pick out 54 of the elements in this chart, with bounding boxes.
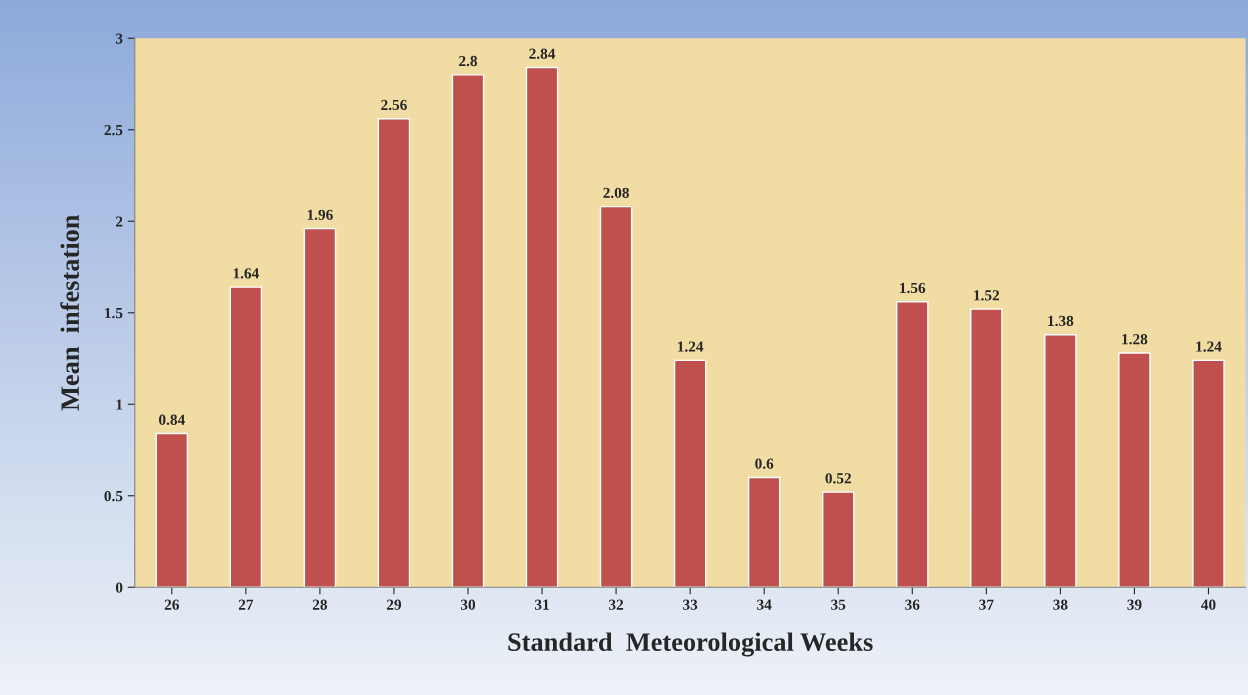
bar [1192,359,1225,588]
bar [821,491,855,588]
data-label: 2.08 [603,187,629,199]
x-tick-label: 31 [534,599,549,610]
bar [896,301,929,588]
x-tick-label: 29 [386,599,402,610]
x-tick-label: 39 [1127,599,1142,610]
x-tick-label: 40 [1201,599,1216,610]
bar [377,118,411,588]
data-label: 2.56 [381,99,407,111]
y-tick-label: 0.5 [104,490,123,502]
bar [599,205,633,588]
data-label: 1.52 [974,290,1000,301]
data-label: 1.28 [1122,334,1148,345]
bar [673,359,707,588]
x-tick-label: 26 [164,599,179,610]
data-label: 0.84 [159,414,185,425]
x-tick-label: 35 [831,599,846,610]
y-tick-label: 0 [115,582,123,593]
bar [747,476,781,588]
data-label: 1.24 [678,341,704,352]
data-label: 1.38 [1048,315,1074,327]
x-tick-label: 27 [238,599,254,610]
data-label: 1.96 [307,209,333,220]
y-tick-label: 2 [115,216,123,227]
bar [155,432,189,588]
data-label: 1.24 [1196,341,1222,352]
bar [229,286,263,588]
x-tick-label: 32 [609,599,624,610]
y-axis-title: Mean infestation [60,214,80,411]
data-label: 1.56 [900,282,926,294]
data-label: 0.6 [755,458,774,469]
data-label: 0.52 [825,473,851,484]
bar [525,66,559,588]
x-axis-title: Standard Meteorological Weeks [508,632,873,657]
x-tick-label: 37 [979,599,994,610]
data-label: 2.84 [529,48,556,59]
bar [303,227,337,588]
bar [451,74,485,588]
y-tick-label: 3 [115,33,123,44]
y-tick-label: 2.5 [104,124,123,136]
bar [970,308,1003,588]
x-tick-label: 33 [683,599,698,610]
y-tick-label: 1 [116,399,123,410]
y-tick-label: 1.5 [105,307,123,319]
bar [1118,352,1151,588]
bar [1044,334,1077,588]
x-tick-label: 38 [1053,599,1068,610]
x-tick-label: 34 [757,599,772,610]
x-tick-label: 30 [460,599,476,610]
x-tick-label: 36 [905,599,920,610]
data-label: 1.64 [233,268,259,279]
x-tick-label: 28 [312,599,328,610]
data-label: 2.8 [459,55,478,67]
